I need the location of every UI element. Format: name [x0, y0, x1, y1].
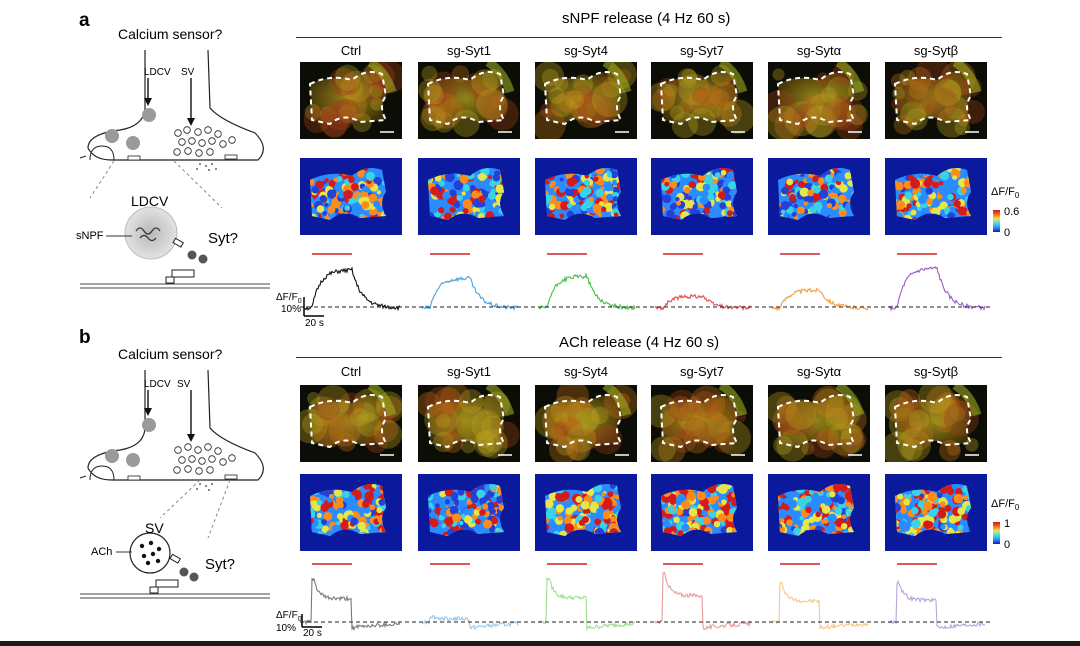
scale-ylabel-a: ΔF/F0 [276, 292, 302, 305]
synapse-schematic-b [79, 369, 270, 599]
bottom-bar [0, 641, 1080, 646]
condition-label: sg-Sytα [796, 364, 842, 379]
scale-ylabel-b: ΔF/F0 [276, 610, 302, 623]
syt-label-b: Syt? [205, 556, 236, 573]
section-title-b: ACh release (4 Hz 60 s) [559, 334, 720, 351]
heatmap-image [535, 474, 637, 551]
heatmap-image [418, 158, 520, 235]
heatmap-image [885, 158, 987, 235]
schematic-title-b: Calcium sensor? [118, 346, 223, 362]
baseline-dashed-a [300, 306, 990, 308]
sv-zoom-label-b: SV [145, 520, 164, 536]
scale-yvalue-b: 10% [276, 623, 297, 634]
heatmap-image [418, 474, 520, 551]
section-rule-a [296, 37, 1002, 38]
condition-label: sg-Sytβ [913, 364, 959, 379]
response-trace [653, 250, 753, 330]
ldcv-label-b: LDCV [144, 379, 171, 390]
response-trace [302, 560, 402, 640]
colorbar-b [993, 522, 1000, 544]
sv-label-a: SV [181, 67, 195, 78]
condition-label: sg-Syt4 [563, 43, 609, 58]
response-trace [887, 560, 987, 640]
response-trace [420, 250, 520, 330]
ldcv-label-a: LDCV [144, 67, 171, 78]
scale-xvalue-a: 20 s [305, 318, 324, 329]
fluorescence-image [418, 385, 520, 462]
response-trace [537, 250, 637, 330]
colorbar-max-b: 1 [1004, 518, 1011, 530]
heatmap-image [885, 474, 987, 551]
syt-label-a: Syt? [208, 230, 239, 247]
ldcv-zoom-label-a: LDCV [131, 193, 169, 209]
heatmap-image [651, 474, 753, 551]
section-rule-b [296, 357, 1002, 358]
baseline-dashed-b [300, 621, 990, 623]
cargo-label-b: ACh [91, 546, 113, 558]
fluorescence-image [300, 385, 402, 462]
condition-label: Ctrl [340, 364, 362, 379]
fluorescence-image [651, 62, 753, 139]
fluorescence-image [300, 62, 402, 139]
response-trace [770, 560, 870, 640]
sv-label-b: SV [177, 379, 191, 390]
condition-label: Ctrl [340, 43, 362, 58]
condition-label: sg-Syt1 [446, 364, 492, 379]
condition-label: sg-Syt7 [679, 364, 725, 379]
colorbar-label-a: ΔF/F0 [991, 186, 1020, 201]
scale-xvalue-b: 20 s [303, 628, 322, 639]
panel-letter-a: a [79, 10, 90, 31]
colorbar-label-b: ΔF/F0 [991, 498, 1020, 513]
section-title-a: sNPF release (4 Hz 60 s) [562, 10, 731, 27]
scale-yvalue-a: 10% [281, 304, 302, 315]
schematic-title-a: Calcium sensor? [118, 26, 223, 42]
fluorescence-image [768, 385, 870, 462]
fluorescence-image [651, 385, 753, 462]
heatmap-image [768, 474, 870, 551]
fluorescence-image [885, 62, 987, 139]
condition-label: sg-Sytα [796, 43, 842, 58]
heatmap-image [535, 158, 637, 235]
fluorescence-image [418, 62, 520, 139]
response-trace [537, 560, 637, 640]
fluorescence-image [885, 385, 987, 462]
condition-label: sg-Syt1 [446, 43, 492, 58]
condition-label: sg-Syt7 [679, 43, 725, 58]
cargo-label-a: sNPF [76, 230, 104, 242]
heatmap-image [300, 158, 402, 235]
response-trace [302, 250, 402, 330]
scale-bar-a [303, 297, 324, 317]
synapse-schematic-a [79, 49, 270, 289]
response-trace [653, 560, 753, 640]
fluorescence-image [535, 62, 637, 139]
heatmap-image [768, 158, 870, 235]
colorbar-min-b: 0 [1004, 539, 1011, 551]
response-trace [887, 250, 987, 330]
colorbar-max-a: 0.6 [1004, 206, 1020, 218]
scale-bar-b [301, 614, 322, 628]
fluorescence-image [535, 385, 637, 462]
condition-label: sg-Syt4 [563, 364, 609, 379]
response-trace [420, 560, 520, 640]
condition-label: sg-Sytβ [913, 43, 959, 58]
panel-letter-b: b [79, 327, 91, 348]
heatmap-image [300, 474, 402, 551]
fluorescence-image [768, 62, 870, 139]
colorbar-min-a: 0 [1004, 227, 1011, 239]
heatmap-image [651, 158, 753, 235]
response-trace [770, 250, 870, 330]
colorbar-a [993, 210, 1000, 232]
